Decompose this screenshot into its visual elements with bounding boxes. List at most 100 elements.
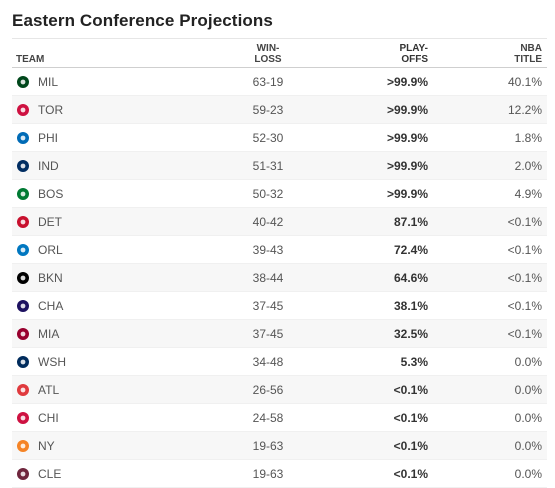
page-title: Eastern Conference Projections [12, 11, 273, 30]
nba-title-cell: <0.1% [507, 242, 542, 257]
table-row[interactable]: ATL 26-56 <0.1% 0.0% [12, 376, 547, 404]
table-row[interactable]: CHA 37-45 38.1% <0.1% [12, 292, 547, 320]
team-cell: MIL [12, 75, 242, 89]
table-row[interactable]: NY 19-63 <0.1% 0.0% [12, 432, 547, 460]
nba-title-cell: 2.0% [514, 158, 542, 173]
table-row[interactable]: MIA 37-45 32.5% <0.1% [12, 320, 547, 348]
wizards-logo-icon [16, 355, 30, 369]
column-header-team[interactable]: TEAM [16, 54, 45, 65]
table-row[interactable]: MIL 63-19 >99.9% 40.1% [12, 68, 547, 96]
win-loss-cell: 19-63 [252, 466, 284, 481]
column-header-win-loss[interactable]: WIN- LOSS [242, 43, 294, 67]
nba-title-cell: <0.1% [507, 214, 542, 229]
team-abbreviation: CHA [38, 298, 64, 313]
team-abbreviation: BKN [38, 270, 63, 285]
nba-title-cell: 12.2% [507, 102, 542, 117]
column-header-nba-title[interactable]: NBA TITLE [428, 43, 542, 67]
hawks-logo-icon [16, 383, 30, 397]
win-loss-cell: 63-19 [252, 74, 284, 89]
nets-logo-icon [16, 271, 30, 285]
playoffs-cell: <0.1% [393, 438, 428, 453]
team-cell: BOS [12, 187, 242, 201]
win-loss-cell: 59-23 [252, 102, 284, 117]
table-row[interactable]: CHI 24-58 <0.1% 0.0% [12, 404, 547, 432]
team-cell: MIA [12, 327, 242, 341]
76ers-logo-icon [16, 131, 30, 145]
cavaliers-logo-icon [16, 467, 30, 481]
heat-logo-icon [16, 327, 30, 341]
team-cell: PHI [12, 131, 242, 145]
playoffs-cell: <0.1% [393, 466, 428, 481]
team-cell: CLE [12, 467, 242, 481]
table-row[interactable]: ORL 39-43 72.4% <0.1% [12, 236, 547, 264]
column-header-playoffs[interactable]: PLAY- OFFS [294, 43, 428, 67]
win-loss-cell: 51-31 [252, 158, 284, 173]
column-header-win-loss-line1: WIN- [256, 43, 280, 54]
column-header-nba-title-line2: TITLE [514, 54, 542, 65]
table-row[interactable]: BOS 50-32 >99.9% 4.9% [12, 180, 547, 208]
team-abbreviation: CHI [38, 410, 59, 425]
team-abbreviation: NY [38, 438, 55, 453]
team-cell: WSH [12, 355, 242, 369]
team-abbreviation: DET [38, 214, 62, 229]
nba-title-cell: 0.0% [514, 466, 542, 481]
playoffs-cell: <0.1% [393, 382, 428, 397]
team-abbreviation: TOR [38, 102, 64, 117]
team-abbreviation: WSH [38, 354, 66, 369]
playoffs-cell: 32.5% [393, 326, 428, 341]
playoffs-cell: 87.1% [393, 214, 428, 229]
knicks-logo-icon [16, 439, 30, 453]
team-abbreviation: MIA [38, 326, 60, 341]
hornets-logo-icon [16, 299, 30, 313]
playoffs-cell: >99.9% [386, 186, 428, 201]
playoffs-cell: <0.1% [393, 410, 428, 425]
table-row[interactable]: TOR 59-23 >99.9% 12.2% [12, 96, 547, 124]
nba-title-cell: <0.1% [507, 326, 542, 341]
team-cell: IND [12, 159, 242, 173]
playoffs-cell: 64.6% [393, 270, 428, 285]
team-cell: CHI [12, 411, 242, 425]
raptors-logo-icon [16, 103, 30, 117]
win-loss-cell: 40-42 [252, 214, 284, 229]
team-cell: CHA [12, 299, 242, 313]
win-loss-cell: 52-30 [252, 130, 284, 145]
table-row[interactable]: PHI 52-30 >99.9% 1.8% [12, 124, 547, 152]
table-row[interactable]: DET 40-42 87.1% <0.1% [12, 208, 547, 236]
team-abbreviation: IND [38, 158, 59, 173]
team-abbreviation: PHI [38, 130, 59, 145]
column-header-nba-title-line1: NBA [520, 43, 542, 54]
magic-logo-icon [16, 243, 30, 257]
nba-title-cell: 40.1% [507, 74, 542, 89]
celtics-logo-icon [16, 187, 30, 201]
team-cell: NY [12, 439, 242, 453]
table-row[interactable]: BKN 38-44 64.6% <0.1% [12, 264, 547, 292]
playoffs-cell: 38.1% [393, 298, 428, 313]
playoffs-cell: 5.3% [400, 354, 428, 369]
nba-title-cell: 0.0% [514, 354, 542, 369]
playoffs-cell: >99.9% [386, 158, 428, 173]
table-row[interactable]: IND 51-31 >99.9% 2.0% [12, 152, 547, 180]
nba-title-cell: 0.0% [514, 382, 542, 397]
team-cell: DET [12, 215, 242, 229]
pistons-logo-icon [16, 215, 30, 229]
bucks-logo-icon [16, 75, 30, 89]
team-cell: TOR [12, 103, 242, 117]
win-loss-cell: 50-32 [252, 186, 284, 201]
nba-title-cell: 0.0% [514, 410, 542, 425]
win-loss-cell: 26-56 [252, 382, 284, 397]
column-header-playoffs-line2: OFFS [401, 54, 428, 65]
playoffs-cell: >99.9% [386, 130, 428, 145]
table-body: MIL 63-19 >99.9% 40.1% TOR 59-23 >99.9% 12.2% PH… [12, 68, 547, 488]
win-loss-cell: 24-58 [252, 410, 284, 425]
win-loss-cell: 34-48 [252, 354, 284, 369]
playoffs-cell: >99.9% [386, 102, 428, 117]
bulls-logo-icon [16, 411, 30, 425]
table-row[interactable]: WSH 34-48 5.3% 0.0% [12, 348, 547, 376]
team-cell: ORL [12, 243, 242, 257]
win-loss-cell: 38-44 [252, 270, 284, 285]
win-loss-cell: 19-63 [252, 438, 284, 453]
nba-title-cell: 0.0% [514, 438, 542, 453]
table-row[interactable]: CLE 19-63 <0.1% 0.0% [12, 460, 547, 488]
win-loss-cell: 37-45 [252, 326, 284, 341]
column-header-playoffs-line1: PLAY- [399, 43, 428, 54]
